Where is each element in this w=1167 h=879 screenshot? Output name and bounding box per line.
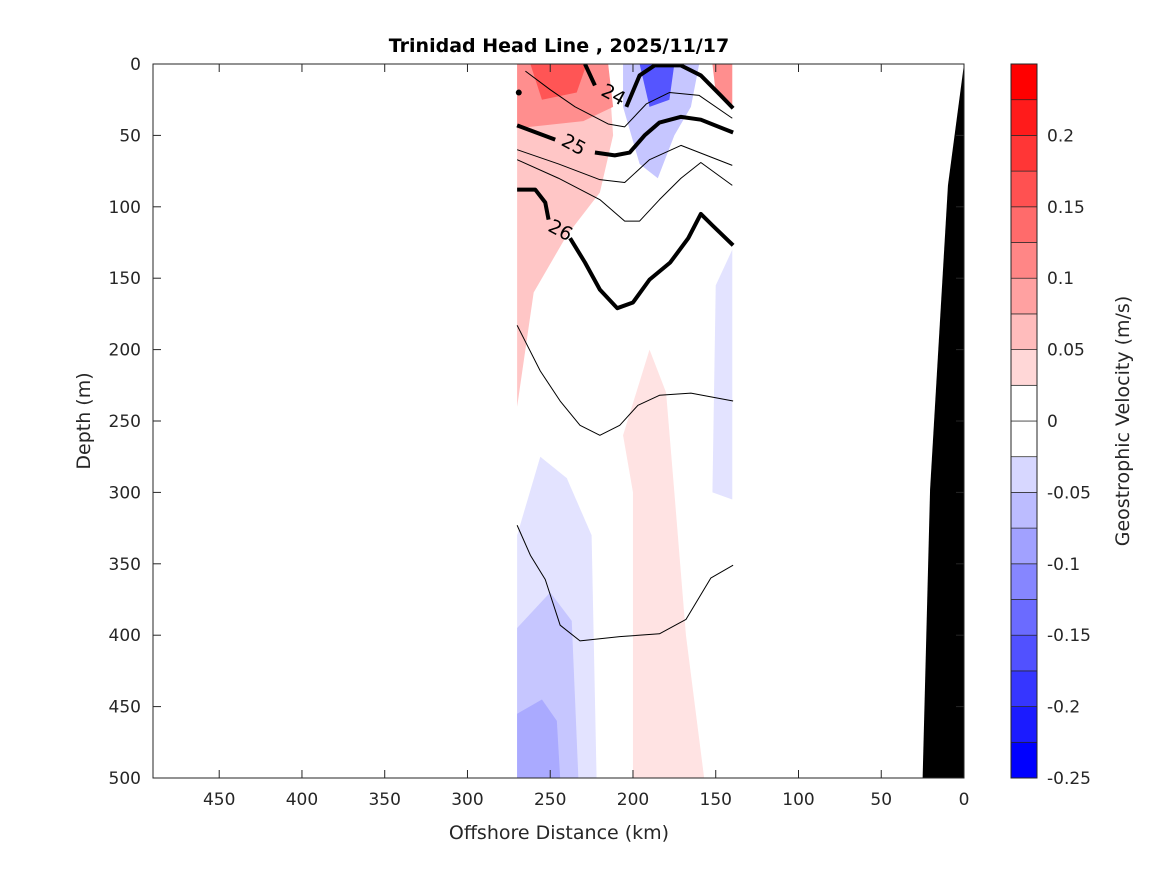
velocity-region bbox=[623, 349, 705, 778]
velocity-region bbox=[712, 64, 733, 107]
x-tick-label: 50 bbox=[870, 790, 892, 810]
colorbar-band bbox=[1010, 349, 1038, 386]
colorbar-tick-label: -0.25 bbox=[1047, 769, 1091, 789]
x-tick-label: 350 bbox=[368, 790, 400, 810]
y-tick-label: 350 bbox=[109, 555, 141, 575]
velocity-region bbox=[639, 64, 675, 107]
y-tick-label: 0 bbox=[130, 55, 141, 75]
isopycnal-25 bbox=[594, 114, 734, 158]
isopycnal-26 bbox=[568, 211, 735, 311]
colorbar-band bbox=[1010, 492, 1038, 529]
x-tick-label: 0 bbox=[959, 790, 970, 810]
colorbar-label: Geostrophic Velocity (m/s) bbox=[1112, 296, 1134, 546]
colorbar-band bbox=[1010, 456, 1038, 493]
colorbar-band bbox=[1010, 706, 1038, 743]
colorbar-tick-label: -0.2 bbox=[1047, 698, 1080, 718]
colorbar-band bbox=[1010, 242, 1038, 279]
isopycnal-24 bbox=[624, 64, 735, 110]
isopycnal-contour bbox=[516, 144, 733, 184]
isopycnal-24 bbox=[583, 64, 597, 87]
colorbar-tick-label: 0.1 bbox=[1047, 269, 1074, 289]
isopycnal-contour bbox=[525, 70, 733, 128]
colorbar-tick-label: 0.05 bbox=[1047, 341, 1085, 361]
x-tick-label: 450 bbox=[203, 790, 235, 810]
y-tick-label: 500 bbox=[109, 769, 141, 789]
colorbar-tick-label: 0.15 bbox=[1047, 198, 1085, 218]
colorbar-band bbox=[1010, 670, 1038, 707]
y-tick-label: 450 bbox=[109, 698, 141, 718]
colorbar-band bbox=[1010, 420, 1038, 458]
y-tick-label: 150 bbox=[109, 269, 141, 289]
x-tick-label: 300 bbox=[451, 790, 483, 810]
colorbar-frame bbox=[1010, 63, 1038, 779]
colorbar-tick-label: -0.1 bbox=[1047, 555, 1080, 575]
y-axis-label: Depth (m) bbox=[73, 372, 95, 469]
isopycnal-contour bbox=[516, 525, 734, 642]
x-tick-label: 400 bbox=[286, 790, 318, 810]
colorbar-band bbox=[1010, 63, 1038, 101]
y-tick-label: 400 bbox=[109, 626, 141, 646]
contour-point bbox=[515, 89, 522, 96]
x-axis-label: Offshore Distance (km) bbox=[449, 822, 669, 844]
colorbar-band bbox=[1010, 277, 1038, 315]
colorbar-band bbox=[1010, 313, 1038, 350]
colorbar-band bbox=[1010, 563, 1038, 600]
y-tick-label: 50 bbox=[119, 126, 141, 146]
chart-title: Trinidad Head Line , 2025/11/17 bbox=[389, 35, 729, 57]
velocity-region bbox=[517, 699, 561, 778]
x-tick-label: 250 bbox=[534, 790, 566, 810]
y-tick-label: 200 bbox=[109, 341, 141, 361]
x-tick-label: 100 bbox=[782, 790, 814, 810]
colorbar-tick-label: 0.2 bbox=[1047, 126, 1074, 146]
colorbar: 0.2 0.15 0.1 0.05 0 -0.05 -0.1 -0.15 -0.2 -0.25 bbox=[1010, 63, 1091, 789]
colorbar-tick-label: -0.15 bbox=[1047, 626, 1091, 646]
y-tick-label: 250 bbox=[109, 412, 141, 432]
x-tick-label: 200 bbox=[617, 790, 649, 810]
isopycnal-25 bbox=[516, 123, 556, 142]
isopycnal-26 bbox=[517, 187, 551, 221]
velocity-region bbox=[712, 249, 733, 500]
isopycnal-contour bbox=[516, 159, 733, 222]
colorbar-band bbox=[1010, 170, 1038, 208]
velocity-region bbox=[530, 64, 587, 100]
colorbar-tick-label: 0 bbox=[1047, 412, 1058, 432]
colorbar-band bbox=[1010, 99, 1038, 136]
colorbar-band bbox=[1010, 741, 1038, 779]
bathymetry bbox=[922, 64, 964, 778]
colorbar-band bbox=[1010, 135, 1038, 172]
colorbar-band bbox=[1010, 384, 1038, 422]
isopycnal-contour bbox=[516, 325, 734, 436]
y-tick-label: 300 bbox=[109, 483, 141, 503]
colorbar-band bbox=[1010, 206, 1038, 243]
colorbar-band bbox=[1010, 599, 1038, 636]
x-tick-label: 150 bbox=[700, 790, 732, 810]
colorbar-band bbox=[1010, 527, 1038, 565]
colorbar-band bbox=[1010, 634, 1038, 672]
y-tick-label: 100 bbox=[109, 198, 141, 218]
colorbar-tick-label: -0.05 bbox=[1047, 483, 1091, 503]
axes: 450 400 350 300 250 200 150 100 50 00501001502002… bbox=[109, 55, 970, 810]
velocity-region bbox=[517, 64, 614, 407]
